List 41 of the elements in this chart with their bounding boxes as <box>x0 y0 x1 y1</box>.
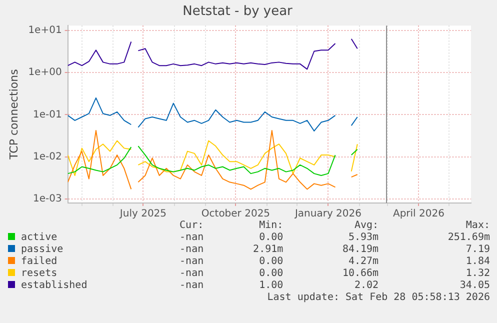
y-tick-label: 1e-01 <box>32 109 62 120</box>
chart-title: Netstat - by year <box>182 4 294 20</box>
x-tick-label: January 2026 <box>294 208 362 220</box>
text: 7.19 <box>464 244 490 256</box>
legend-label: failed <box>21 256 58 267</box>
text: 84.19m <box>341 244 379 256</box>
legend-label: passive <box>21 244 64 255</box>
text: -nan <box>178 268 204 280</box>
text: 2.02 <box>353 280 379 292</box>
text: Cur: <box>178 220 204 232</box>
y-axis-title: TCP connections <box>7 68 20 160</box>
text: 1.84 <box>464 256 490 268</box>
text: 2.91m <box>252 244 284 256</box>
y-tick-label: 1e-02 <box>32 151 62 162</box>
text: 0.00 <box>258 268 284 280</box>
text: -nan <box>178 232 204 244</box>
text: 1.32 <box>464 268 490 280</box>
text: Avg: <box>353 220 379 232</box>
text: 10.66m <box>341 268 379 280</box>
x-tick-label: July 2025 <box>118 208 167 220</box>
text: 5.93m <box>347 232 379 244</box>
legend-label: resets <box>21 268 58 279</box>
y-tick-label: 1e+00 <box>28 67 62 78</box>
text: Last update: Sat Feb 28 05:58:13 2026 <box>266 292 490 304</box>
text: 0.00 <box>258 232 284 244</box>
legend-label: active <box>21 232 58 243</box>
text: Max: <box>464 220 490 232</box>
text: -nan <box>178 256 204 268</box>
text: 1.00 <box>258 280 284 292</box>
text: 34.05 <box>458 280 490 292</box>
x-tick-label: October 2025 <box>201 208 270 220</box>
y-tick-label: 1e-03 <box>32 194 62 205</box>
text: -nan <box>178 244 204 256</box>
y-tick-label: 1e+01 <box>28 24 62 36</box>
text: 0.00 <box>258 256 284 268</box>
text: 251.69m <box>446 232 490 244</box>
x-tick-label: April 2026 <box>392 208 444 220</box>
text: Min: <box>258 220 284 232</box>
legend-label: established <box>21 280 88 291</box>
text: 4.27m <box>347 256 379 268</box>
text: -nan <box>178 280 204 292</box>
